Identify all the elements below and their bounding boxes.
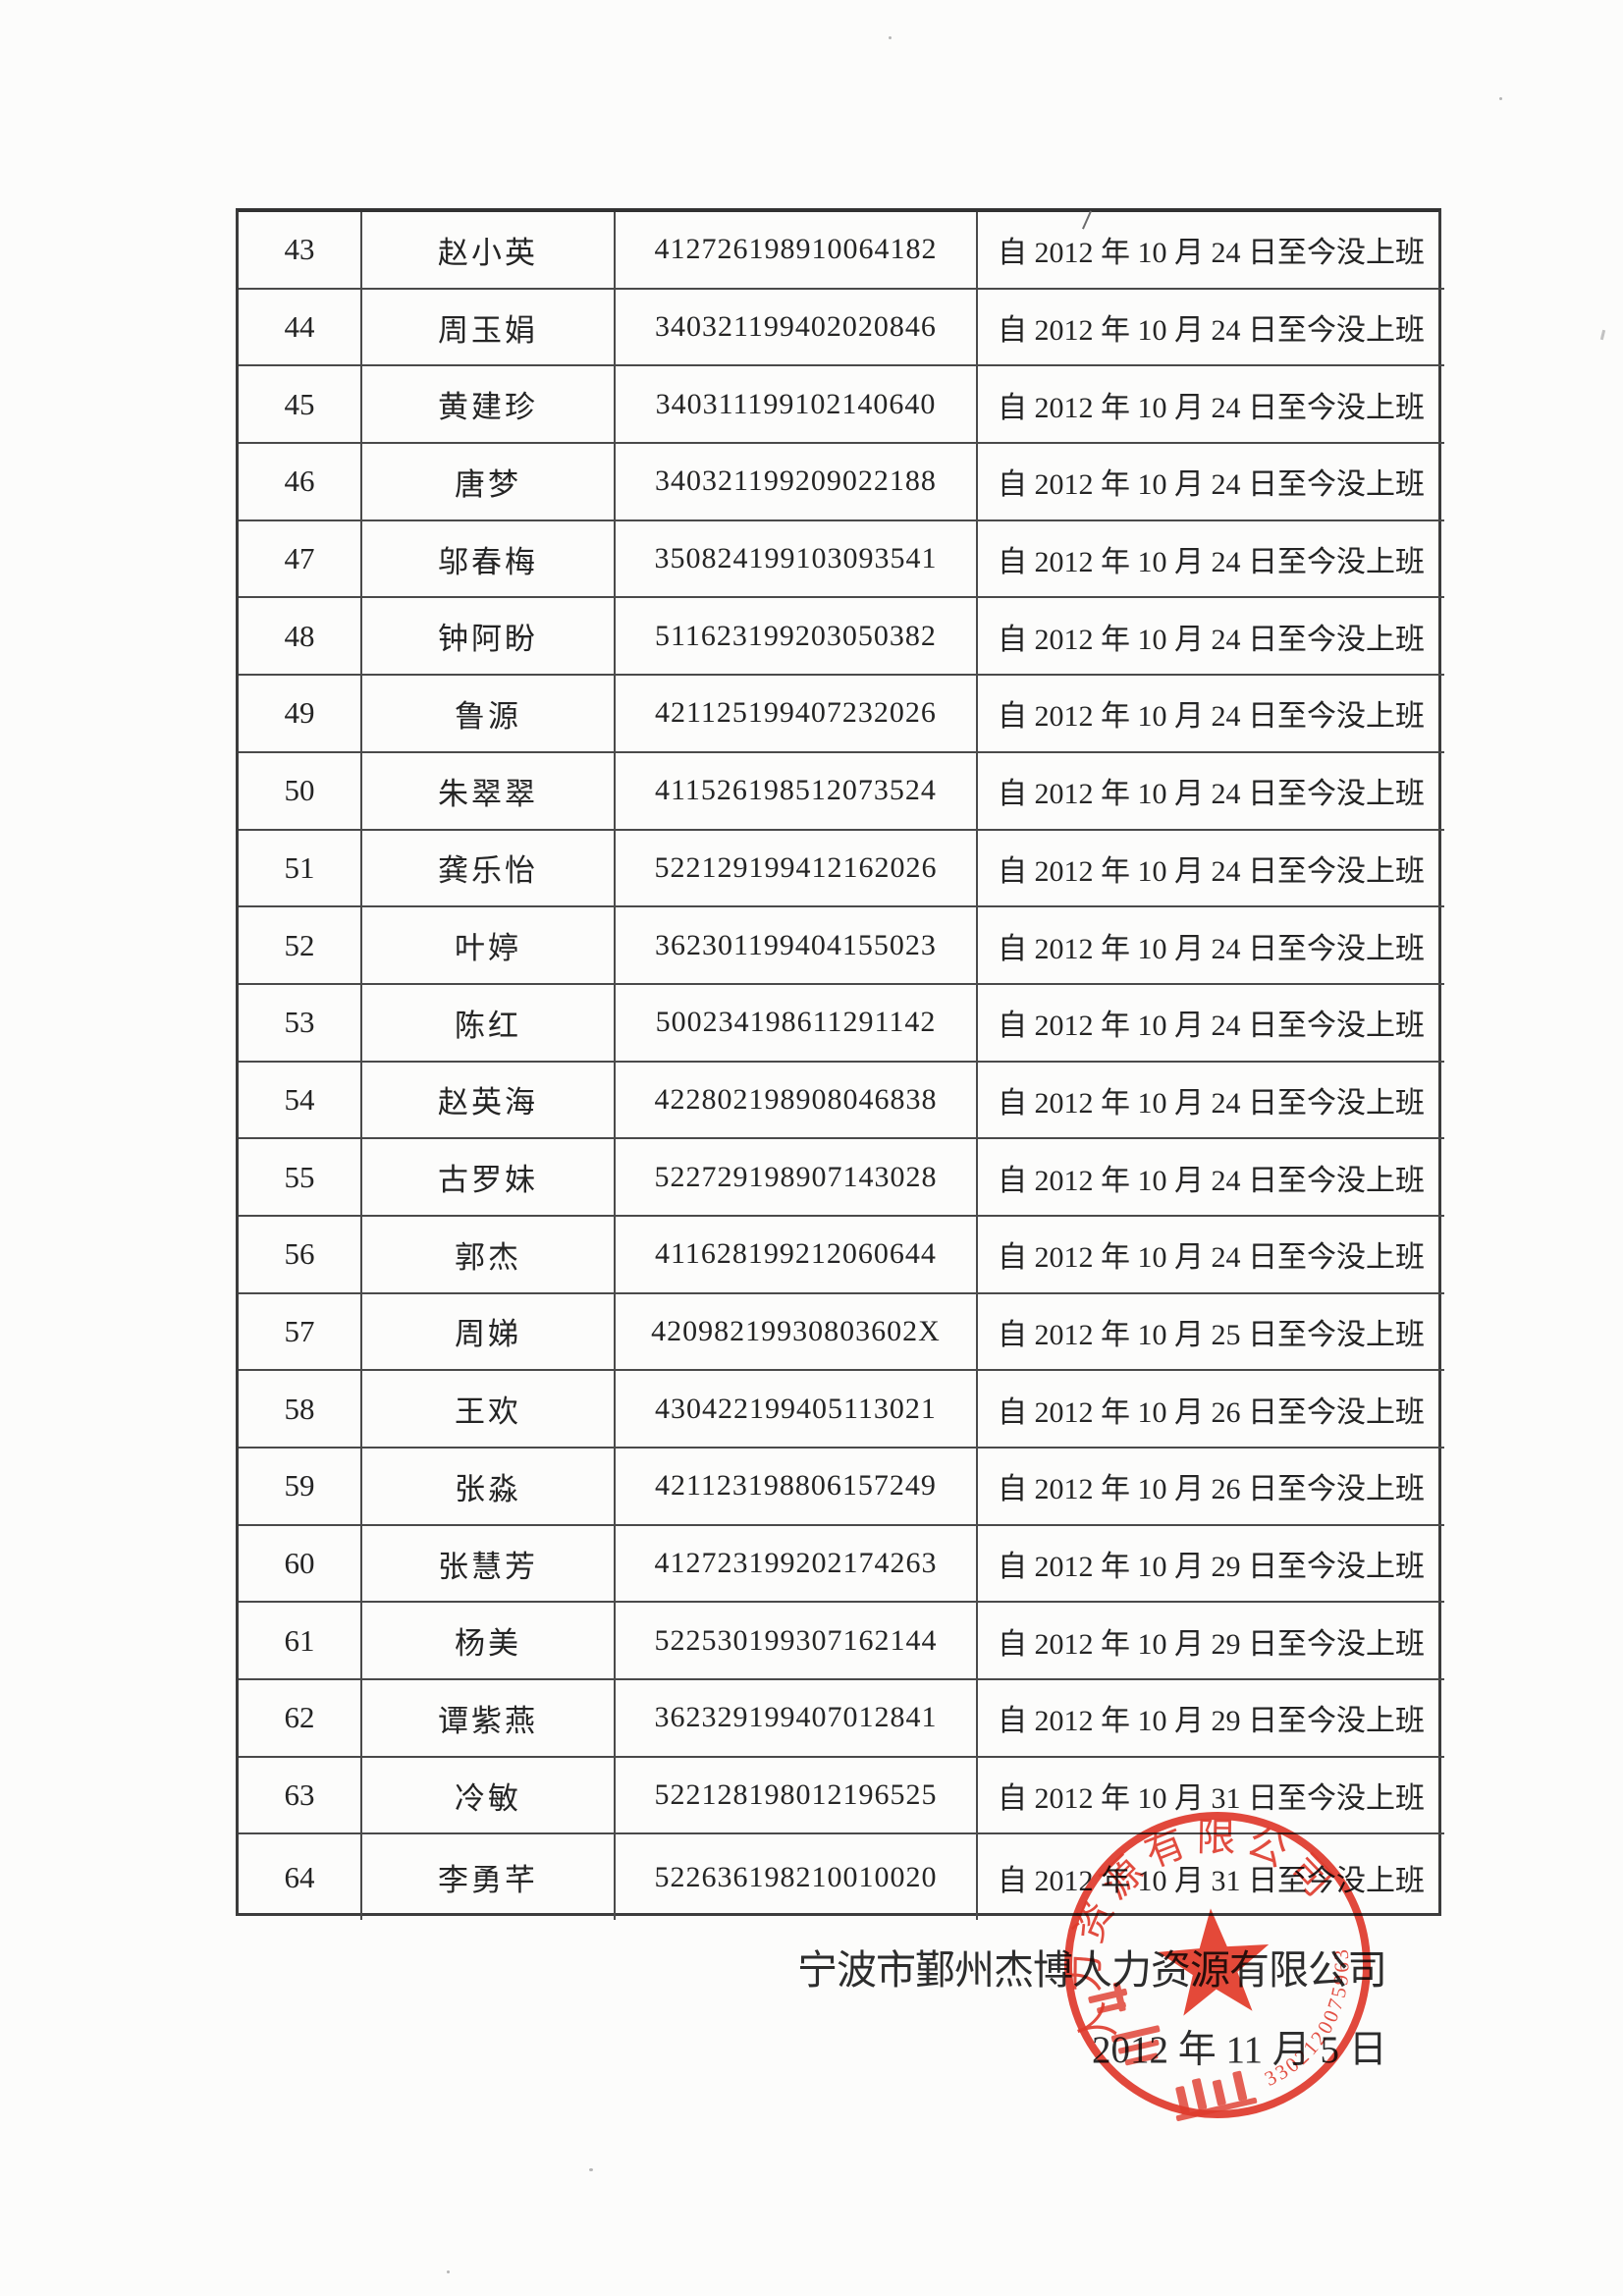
id-number-cell: 340311199102140640 [616, 366, 978, 445]
employee-name-cell: 钟阿盼 [362, 598, 616, 677]
employee-name-cell: 叶婷 [362, 907, 616, 985]
employee-name-cell: 王欢 [362, 1371, 616, 1449]
scan-speck [447, 2270, 450, 2273]
row-number-cell: 58 [239, 1371, 362, 1449]
id-number-cell: 522530199307162144 [616, 1603, 978, 1681]
employee-name-cell: 周玉娟 [362, 289, 616, 367]
row-number-cell: 64 [239, 1834, 362, 1920]
id-number-cell: 411628199212060644 [616, 1216, 978, 1294]
id-number-cell: 411526198512073524 [616, 752, 978, 831]
row-number-cell: 53 [239, 984, 362, 1063]
absence-status-cell: 自 2012 年 10 月 24 日至今没上班 [978, 1139, 1444, 1217]
id-number-cell: 412723199202174263 [616, 1525, 978, 1604]
employee-name-cell: 张慧芳 [362, 1525, 616, 1604]
id-number-cell: 412726198910064182 [616, 212, 978, 290]
absence-status-cell: 自 2012 年 10 月 31 日至今没上班 [998, 1864, 1425, 1897]
absence-status-cell: 自 2012 年 10 月 24 日至今没上班 [978, 444, 1444, 521]
id-number-cell: 421123198806157249 [616, 1449, 978, 1526]
row-number-cell: 55 [239, 1139, 362, 1217]
absence-status-cell: 自 2012 年 10 月 24 日至今没上班 [978, 1217, 1444, 1294]
absence-status-cell: 自 2012 年 10 月 24 日至今没上班 [978, 831, 1444, 908]
id-number-cell: 522129199412162026 [616, 830, 978, 908]
scan-speck [589, 2168, 593, 2171]
absence-status-cell: 自 2012 年 10 月 24 日至今没上班 [978, 212, 1444, 290]
absence-status-cell: 自 2012 年 10 月 25 日至今没上班 [978, 1294, 1444, 1372]
absence-status-cell: 自 2012 年 10 月 24 日至今没上班 [978, 676, 1444, 753]
employee-name-cell: 陈红 [362, 984, 616, 1063]
employee-name-cell: 朱翠翠 [362, 752, 616, 831]
employee-name-cell: 赵英海 [362, 1062, 616, 1140]
id-number-cell: 422802198908046838 [616, 1062, 978, 1140]
employee-name-cell: 赵小英 [362, 212, 616, 290]
absence-status-cell: 自 2012 年 10 月 26 日至今没上班 [978, 1449, 1444, 1526]
scan-margin-artifact [1599, 329, 1606, 341]
row-number-cell: 54 [239, 1062, 362, 1140]
employee-name-cell: 黄建珍 [362, 366, 616, 445]
absence-status-cell: 自 2012 年 10 月 24 日至今没上班 [978, 985, 1444, 1063]
row-number-cell: 62 [239, 1680, 362, 1758]
row-number-cell: 47 [239, 520, 362, 599]
id-number-cell: 362301199404155023 [616, 907, 978, 985]
id-number-cell: 511623199203050382 [616, 598, 978, 677]
employee-name-cell: 杨美 [362, 1603, 616, 1681]
absence-status-cell: 自 2012 年 10 月 26 日至今没上班 [978, 1371, 1444, 1449]
id-number-cell: 430422199405113021 [616, 1371, 978, 1449]
employee-name-cell: 周娣 [362, 1293, 616, 1372]
employee-name-cell: 古罗妹 [362, 1139, 616, 1217]
absence-status-cell: 自 2012 年 10 月 24 日至今没上班 [978, 521, 1444, 599]
employee-name-cell: 郭杰 [362, 1216, 616, 1294]
employee-name-cell: 唐梦 [362, 444, 616, 521]
row-number-cell: 44 [239, 289, 362, 367]
employee-name-cell: 谭紫燕 [362, 1680, 616, 1758]
signature-date: 2012 年 11 月 5 日 [1092, 2029, 1387, 2071]
row-number-cell: 60 [239, 1525, 362, 1604]
row-number-cell: 61 [239, 1603, 362, 1681]
employee-name-cell: 龚乐怡 [362, 830, 616, 908]
signature-company-name: 宁波市鄞州杰博人力资源有限公司 [797, 1947, 1387, 1993]
employee-name-cell: 李勇芊 [362, 1834, 616, 1920]
id-number-cell: 362329199407012841 [616, 1680, 978, 1758]
row-number-cell: 56 [239, 1216, 362, 1294]
id-number-cell: 350824199103093541 [616, 520, 978, 599]
id-number-cell: 42098219930803602X [616, 1293, 978, 1372]
employee-roster-table: 43 赵小英 412726198910064182 自 2012 年 10 月 24 … [236, 208, 1444, 1920]
scan-speck [1499, 97, 1502, 100]
absence-status-cell: 自 2012 年 10 月 24 日至今没上班 [978, 753, 1444, 831]
id-number-cell: 340321199209022188 [616, 444, 978, 521]
id-number-cell: 522636198210010020 [616, 1834, 978, 1920]
id-number-cell: 522128198012196525 [616, 1757, 978, 1835]
absence-status-cell: 自 2012 年 10 月 24 日至今没上班 [978, 366, 1444, 445]
employee-name-cell: 邬春梅 [362, 520, 616, 599]
id-number-cell: 421125199407232026 [616, 676, 978, 753]
absence-status-cell: 自 2012 年 10 月 31 日至今没上班 [978, 1758, 1444, 1835]
employee-name-cell: 冷敏 [362, 1757, 616, 1835]
absence-status-cell: 自 2012 年 10 月 29 日至今没上班 [978, 1680, 1444, 1758]
row-number-cell: 43 [239, 212, 362, 290]
id-number-cell: 522729198907143028 [616, 1139, 978, 1217]
absence-status-cell: 自 2012 年 10 月 24 日至今没上班 [978, 290, 1444, 367]
row-number-cell: 48 [239, 598, 362, 677]
absence-status-cell: 自 2012 年 10 月 29 日至今没上班 [978, 1526, 1444, 1604]
absence-status-cell: 自 2012 年 10 月 24 日至今没上班 [978, 598, 1444, 677]
row-number-cell: 51 [239, 830, 362, 908]
row-number-cell: 59 [239, 1449, 362, 1526]
row-number-cell: 50 [239, 752, 362, 831]
id-number-cell: 500234198611291142 [616, 984, 978, 1063]
employee-name-cell: 张淼 [362, 1449, 616, 1526]
employee-name-cell: 鲁源 [362, 676, 616, 753]
absence-status-cell: 自 2012 年 10 月 24 日至今没上班 [978, 1063, 1444, 1140]
row-number-cell: 57 [239, 1293, 362, 1372]
absence-status-cell: 自 2012 年 10 月 24 日至今没上班 [978, 907, 1444, 985]
id-number-cell: 340321199402020846 [616, 289, 978, 367]
row-number-cell: 63 [239, 1757, 362, 1835]
row-number-cell: 46 [239, 444, 362, 521]
row-number-cell: 52 [239, 907, 362, 985]
scan-speck [889, 36, 892, 39]
row-number-cell: 49 [239, 676, 362, 753]
row-number-cell: 45 [239, 366, 362, 445]
absence-status-cell: 自 2012 年 10 月 29 日至今没上班 [978, 1603, 1444, 1681]
